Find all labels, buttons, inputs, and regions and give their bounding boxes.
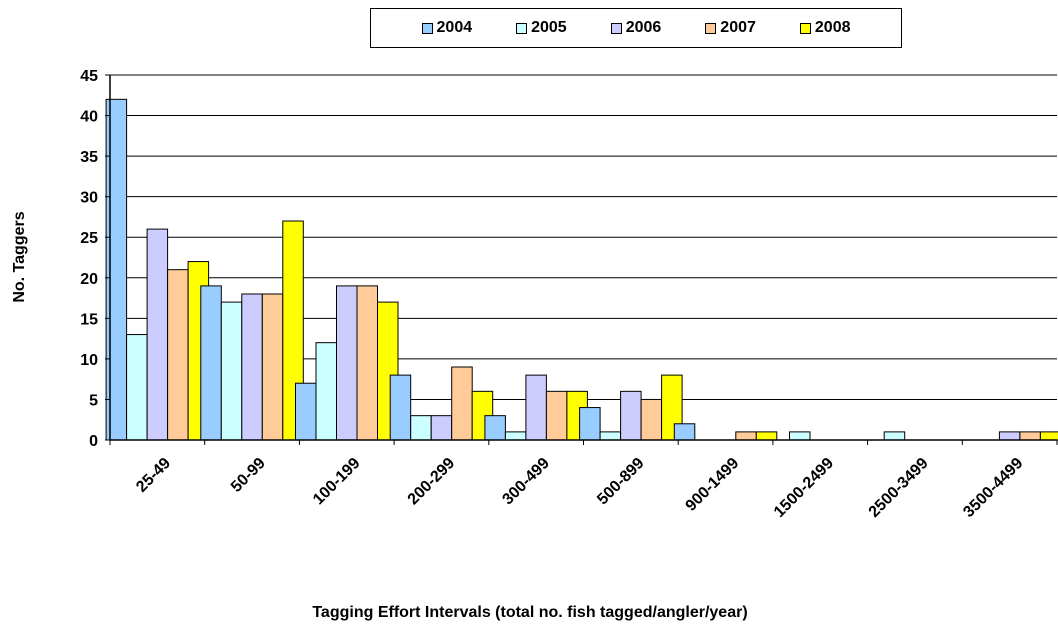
bar-2005-100-199	[315, 342, 337, 441]
legend-swatch	[516, 22, 528, 34]
legend-swatch	[799, 22, 811, 34]
bar-2006-500-899	[620, 390, 642, 441]
x-tick-label: 25-49	[133, 455, 174, 496]
bar-2005-500-899	[599, 431, 622, 441]
bar-2005-25-49	[126, 334, 148, 441]
bar-2007-50-99	[261, 293, 284, 441]
bar-2007-200-299	[451, 366, 473, 441]
legend-item-2004: 2004	[421, 19, 473, 37]
x-tick-label: 100-199	[310, 455, 364, 509]
bar-2004-500-899	[579, 407, 601, 441]
bar-2007-500-899	[640, 398, 663, 441]
legend-label: 2008	[814, 19, 851, 36]
x-tick-label: 50-99	[228, 455, 269, 496]
bar-2005-200-299	[410, 415, 432, 441]
bar-2006-3500-4499	[998, 431, 1021, 441]
y-tick-label: 15	[80, 311, 98, 328]
y-tick-label: 35	[80, 149, 98, 166]
legend-label: 2004	[436, 19, 473, 36]
x-tick-label: 2500-3499	[866, 455, 932, 521]
y-tick-label: 25	[80, 230, 98, 247]
x-tick-label: 200-299	[405, 455, 459, 509]
legend-label: 2007	[720, 19, 756, 36]
bar-2005-300-499	[504, 431, 527, 441]
legend: 2004 2005 2006 2007 2008	[370, 8, 902, 48]
legend-swatch	[610, 22, 622, 34]
y-tick-label: 45	[80, 68, 98, 85]
bar-2007-3500-4499	[1019, 431, 1041, 441]
bars	[105, 98, 1058, 441]
legend-swatch	[705, 22, 717, 34]
bar-2006-50-99	[241, 293, 263, 441]
y-axis-title: No. Taggers	[11, 211, 28, 302]
bar-2006-100-199	[336, 285, 358, 441]
bar-2004-50-99	[200, 285, 222, 441]
bar-2006-300-499	[525, 374, 547, 441]
y-tick-label: 30	[80, 190, 98, 207]
axes	[105, 74, 1058, 445]
bar-2006-25-49	[146, 228, 169, 441]
y-tick-label: 40	[80, 109, 98, 126]
y-tick-label: 0	[89, 433, 98, 450]
bar-2005-1500-2499	[789, 431, 811, 441]
bar-2006-200-299	[430, 415, 453, 441]
y-tick-label: 20	[80, 271, 98, 288]
bar-2007-25-49	[167, 269, 189, 441]
x-tick-label: 500-899	[594, 455, 648, 509]
x-tick-label: 3500-4499	[960, 455, 1026, 521]
legend-item-2007: 2007	[705, 19, 756, 37]
x-tick-labels: 25-49 50-99 100-199 200-299 300-499 500-899 90…	[133, 455, 1026, 521]
bar-2004-200-299	[389, 374, 412, 441]
bar-2004-900-1499	[673, 423, 696, 441]
legend-swatch	[421, 22, 433, 34]
legend-item-2005: 2005	[516, 19, 567, 37]
legend-item-2008: 2008	[799, 19, 851, 37]
y-tick-label: 5	[89, 392, 98, 409]
legend-label: 2006	[625, 19, 662, 36]
bar-2008-3500-4499	[1039, 431, 1058, 441]
bar-2005-2500-3499	[883, 431, 906, 441]
bar-2005-50-99	[220, 301, 243, 441]
x-axis-title: Tagging Effort Intervals (total no. fish…	[312, 604, 747, 621]
y-tick-label: 10	[80, 352, 98, 369]
bar-2008-900-1499	[755, 431, 778, 441]
bar-2004-25-49	[105, 98, 128, 441]
bar-2007-100-199	[356, 285, 378, 441]
bar-2004-100-199	[295, 382, 317, 441]
bar-2007-900-1499	[735, 431, 757, 441]
bar-2007-300-499	[545, 390, 568, 441]
x-tick-label: 900-1499	[683, 455, 743, 515]
legend-item-2006: 2006	[610, 19, 662, 37]
bar-2004-300-499	[484, 415, 506, 441]
x-tick-label: 1500-2499	[771, 455, 837, 521]
y-tick-labels: 0 5 10 15 20 25 30 35 40 45	[80, 68, 98, 450]
legend-label: 2005	[531, 19, 567, 36]
x-tick-label: 300-499	[499, 455, 553, 509]
